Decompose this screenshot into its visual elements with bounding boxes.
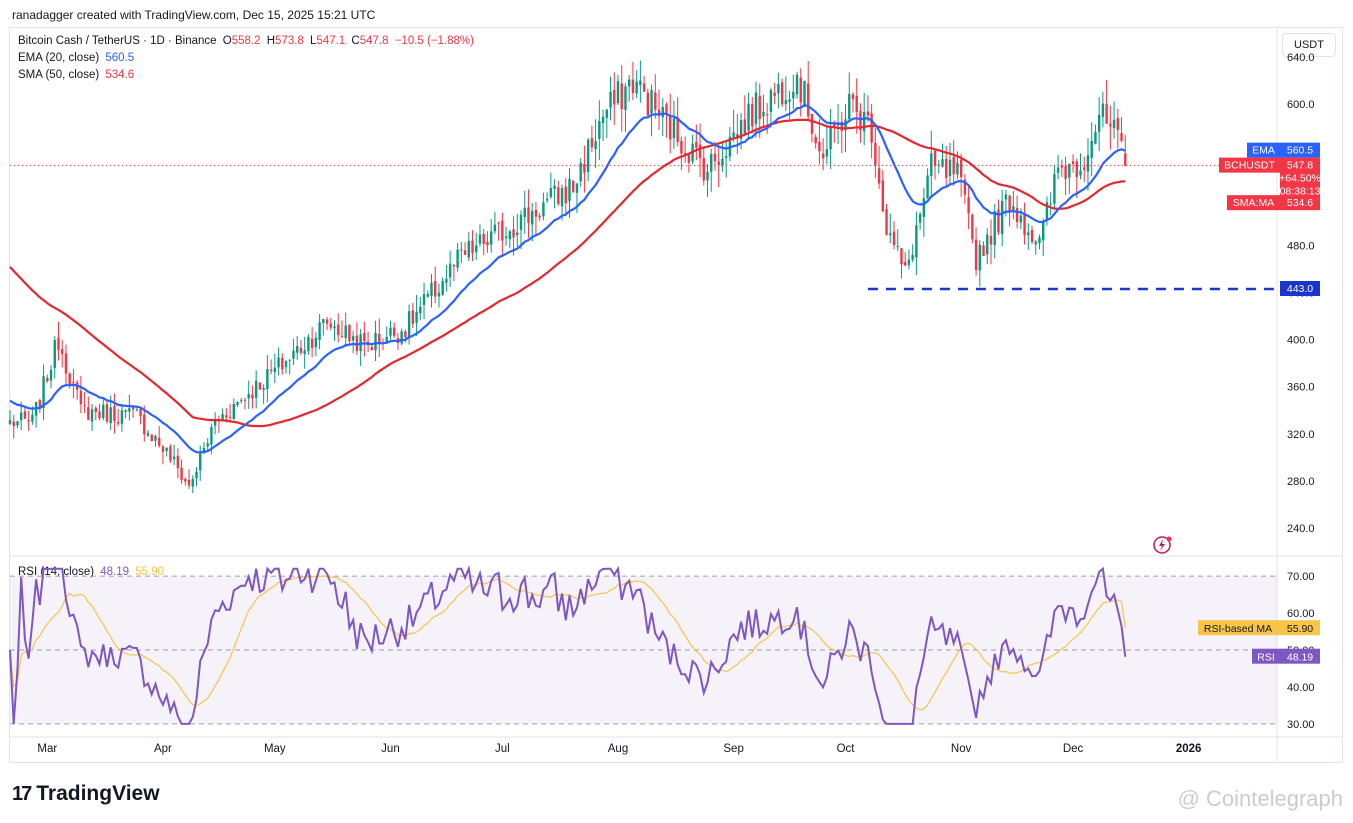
ema-legend[interactable]: EMA (20, close) 560.5 [18,52,137,64]
open-label: O [222,35,232,47]
rsi-legend[interactable]: RSI (14, close) 48.19 55.90 [18,566,167,578]
change-value: −10.5 (−1.88%) [394,35,474,47]
cointelegraph-watermark: @ Cointelegraph [1177,786,1343,811]
high-value: 573.8 [275,35,304,47]
close-value: 547.8 [359,35,389,47]
rsi-legend-value: 48.19 [100,566,130,578]
low-value: 547.1 [316,35,346,47]
symbol-title[interactable]: Bitcoin Cash / TetherUS · 1D · Binance [18,35,217,47]
brand-text: TradingView [36,782,160,805]
tv-logo-icon: 17 [12,782,32,805]
sma-legend-label: SMA (50, close) [18,69,100,81]
rsi-ma-legend-value: 55.90 [135,566,165,578]
rsi-legend-label: RSI (14, close) [18,566,95,578]
high-label: H [266,35,276,47]
currency-button[interactable]: USDT [1282,33,1336,57]
ema-legend-label: EMA (20, close) [18,52,100,64]
main-legend: Bitcoin Cash / TetherUS · 1D · Binance O… [18,35,477,47]
ema-legend-value: 560.5 [105,52,135,64]
chart-frame [9,27,1343,763]
sma-legend[interactable]: SMA (50, close) 534.6 [18,69,137,81]
close-label: C [351,35,360,47]
open-value: 558.2 [231,35,261,47]
sma-legend-value: 534.6 [105,69,135,81]
tradingview-logo[interactable]: 17 TradingView [12,782,160,806]
low-label: L [310,35,317,47]
chart-header: ranadagger created with TradingView.com,… [12,8,376,22]
